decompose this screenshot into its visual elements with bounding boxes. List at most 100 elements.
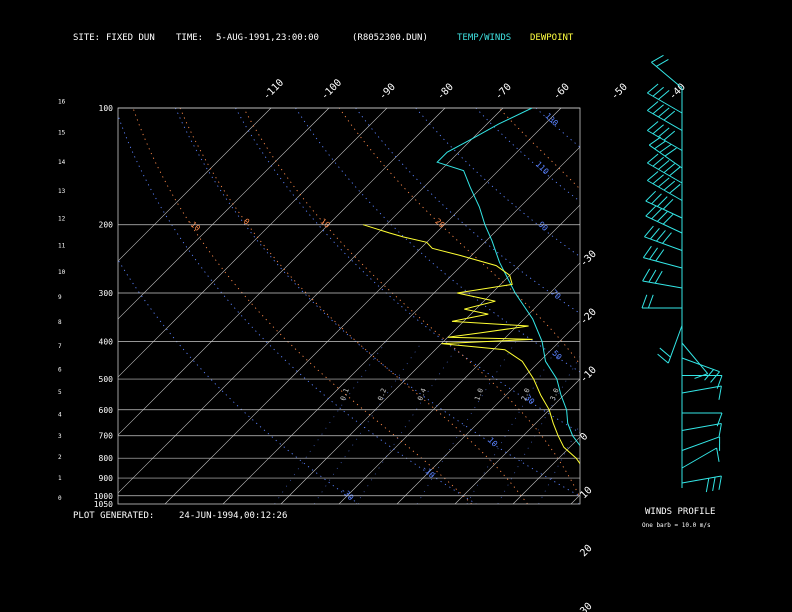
dry-adiabat-label: -30 (339, 486, 356, 503)
pressure-tick-label: 300 (99, 289, 114, 298)
pressure-tick-label: 700 (99, 432, 114, 441)
isotherm-line (512, 436, 580, 504)
height-tick-label: 1 (58, 475, 62, 482)
wind-barb-flag (718, 475, 722, 490)
pressure-tick-label: 1000 (94, 492, 113, 501)
wind-barb-flag (662, 232, 672, 244)
wind-barb-flag (645, 190, 657, 202)
wind-barb-flag (704, 369, 714, 381)
wind-barb-shaft (643, 257, 683, 269)
wind-barb-shaft (681, 357, 720, 373)
pressure-tick-label: 100 (99, 104, 114, 113)
height-tick-label: 7 (58, 343, 62, 350)
top-temp-label: -80 (435, 82, 456, 103)
wind-barb-flag (663, 163, 676, 173)
wind-barb-flag (647, 121, 659, 131)
winds-profile-title: WINDS PROFILE (645, 507, 716, 517)
wind-barb-flag (658, 90, 670, 100)
wind-barb-flag (658, 127, 670, 138)
pressure-tick-label: 800 (99, 454, 114, 463)
dry-adiabat-lines (118, 108, 792, 504)
dry-adiabat-label: -10 (420, 463, 437, 480)
moist-adiabat-lines (132, 108, 580, 504)
wind-barb-shaft (647, 110, 683, 131)
wind-barb-flag (652, 86, 664, 97)
wind-barb-flag (658, 177, 670, 188)
wind-barb-flag (663, 130, 676, 141)
isotherm-line (629, 108, 792, 504)
mixing-ratio-label: 3.0 (549, 387, 561, 402)
wind-barb-shaft (681, 423, 722, 431)
height-tick-label: 6 (58, 366, 62, 373)
generated-label: PLOT GENERATED: (73, 511, 155, 521)
pressure-tick-label: 500 (99, 375, 114, 384)
height-tick-label: 16 (58, 99, 66, 106)
file-name: (R8052300.DUN) (352, 33, 428, 43)
pressure-tick-label: 600 (99, 406, 114, 415)
wind-barb-flag (652, 124, 664, 135)
wind-barb-flag (648, 136, 661, 146)
mixing-ratio-label: 0.1 (339, 387, 351, 402)
height-tick-label: 14 (58, 159, 66, 166)
height-tick-label: 4 (58, 411, 62, 418)
height-tick-label: 5 (58, 389, 62, 396)
wind-barb-flag (663, 110, 676, 121)
isotherm-line (745, 108, 792, 504)
wind-barb-shaft (651, 61, 683, 89)
wind-barb-flag (658, 160, 670, 170)
wind-barb-flag (647, 153, 659, 164)
wind-barb-shaft (647, 180, 683, 201)
wind-barb-flag (651, 193, 662, 205)
wind-barb-flag (652, 156, 664, 167)
wind-barb-flag (662, 198, 674, 210)
isotherm-line (118, 108, 504, 494)
wind-barb-flag (642, 268, 651, 282)
dry-adiabat-line (535, 108, 580, 148)
wind-barb-shaft (681, 475, 722, 484)
mixing-ratio-line (466, 341, 562, 504)
site-value: FIXED DUN (106, 33, 155, 43)
right-temp-label: -10 (578, 365, 599, 386)
dry-adiabat-line (656, 108, 792, 504)
wind-barb-flag (649, 247, 658, 260)
wind-barb-flag (718, 385, 722, 400)
wind-barb-shaft (681, 342, 709, 374)
pressure-tick-label: 400 (99, 337, 114, 346)
wind-barb-flag (659, 143, 672, 153)
right-temp-label: -30 (578, 249, 599, 270)
wind-barb-flag (705, 478, 710, 493)
wind-barb-flag (694, 373, 708, 379)
dry-adiabat-line (235, 108, 580, 434)
top-temp-label: -50 (609, 82, 630, 103)
pressure-tick-label: 1050 (94, 500, 113, 509)
height-tick-label: 3 (58, 433, 62, 440)
isotherm-line (338, 262, 580, 504)
dry-adiabat-line (415, 108, 580, 258)
isotherm-line (118, 108, 272, 262)
wind-barb-flag (712, 477, 716, 492)
wind-barb-flag (641, 294, 648, 309)
site-label: SITE: (73, 33, 101, 43)
isotherm-lines (118, 108, 792, 504)
mixing-ratio-line (416, 341, 517, 504)
wind-barb-flag (716, 447, 720, 462)
wind-barb-flag (642, 245, 652, 258)
mixing-ratio-line (497, 355, 580, 504)
wind-barb-flag (662, 213, 674, 225)
generated-value: 24-JUN-1994,00:12:26 (179, 511, 288, 521)
temperature-line (436, 108, 580, 447)
mixing-ratio-lines (274, 341, 580, 504)
wind-barb-flag (648, 269, 657, 283)
height-tick-label: 8 (58, 319, 62, 326)
moist-adiabat-line (498, 108, 580, 190)
wind-barb-flag (651, 54, 664, 63)
mixing-ratio-label: 1.0 (473, 387, 485, 402)
wind-barb-flag (655, 249, 665, 262)
right-temp-label: 10 (578, 485, 594, 501)
wind-barb-flag (656, 58, 669, 67)
dry-adiabat-label: 110 (534, 160, 551, 177)
axis-labels: 1002003004005006007008009001000105016151… (58, 77, 688, 612)
mixing-ratio-label: 0.4 (416, 387, 428, 402)
dry-adiabat-line (716, 108, 792, 504)
height-tick-label: 13 (58, 188, 66, 195)
